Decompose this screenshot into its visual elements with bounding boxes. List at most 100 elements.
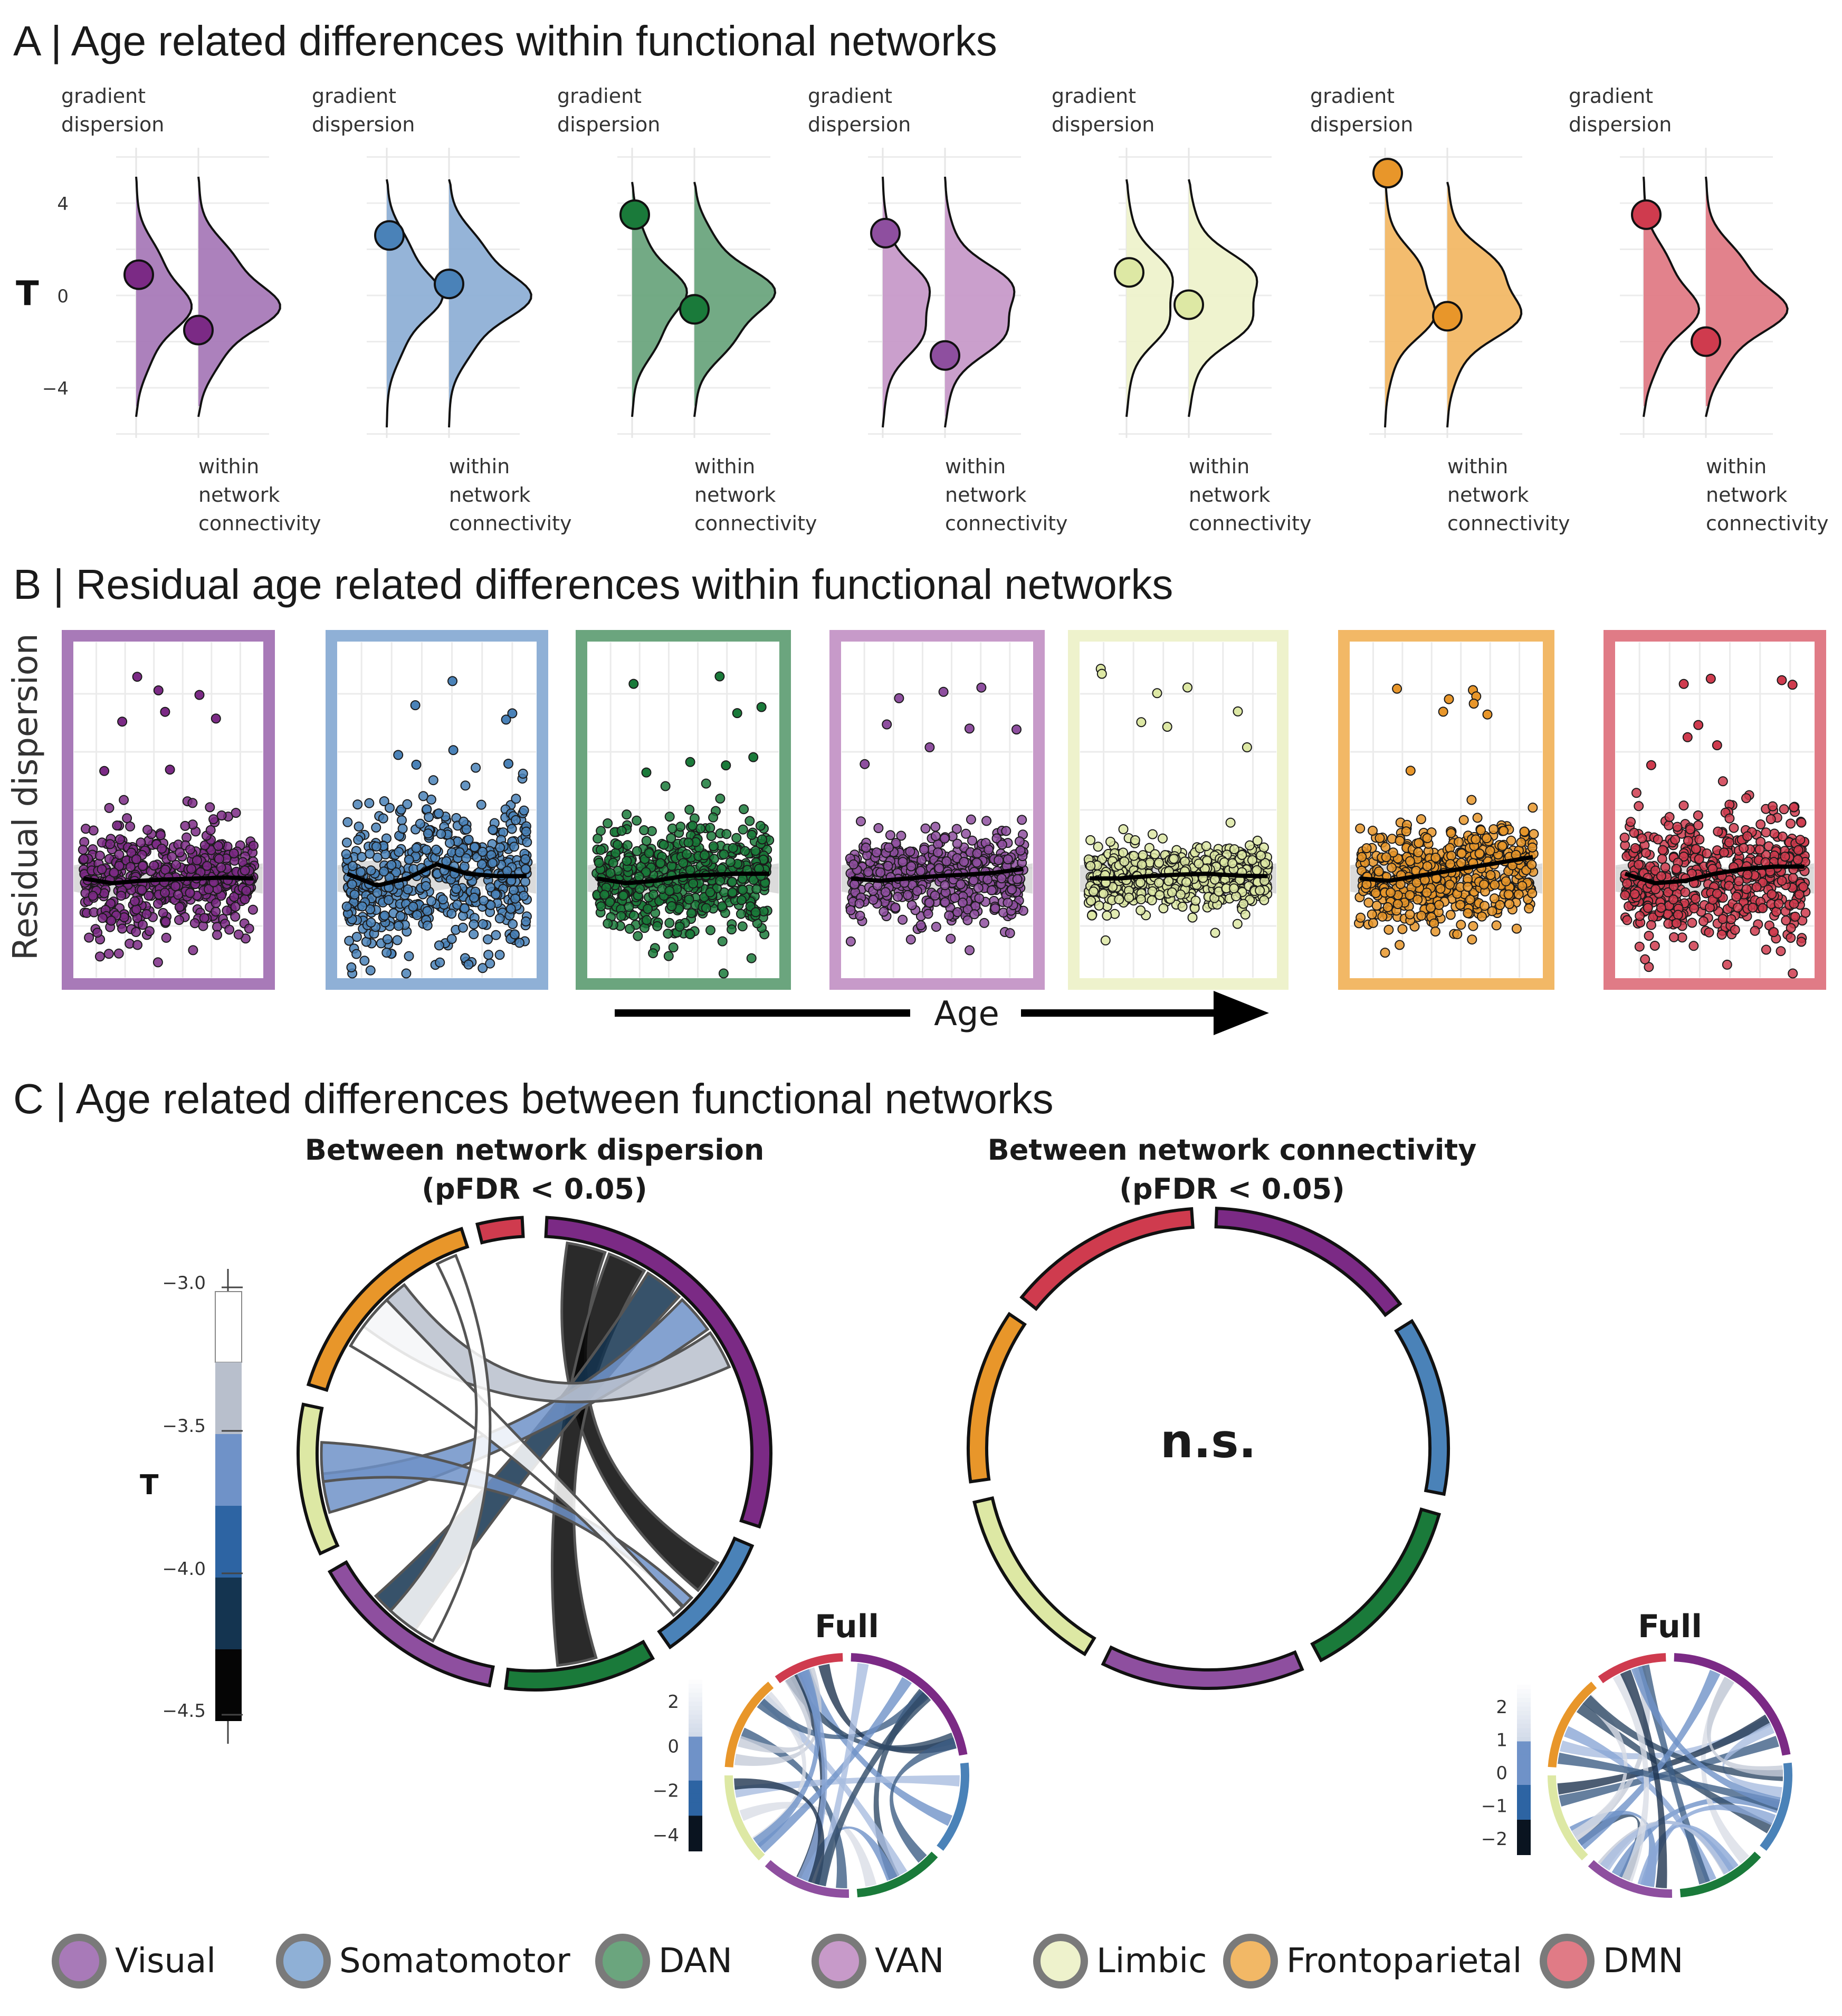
panel-b-point [1405, 890, 1415, 900]
panel-a-label-within: within [198, 455, 259, 478]
panel-b-point [1787, 680, 1798, 690]
panel-b-point [344, 935, 355, 946]
full-colorbar-swatch [1517, 1850, 1531, 1855]
panel-b-point [224, 924, 235, 935]
panel-b-point [1712, 888, 1722, 899]
panel-a-point-gradient-dispersion [1631, 199, 1662, 230]
full-colorbar-swatch [689, 1679, 702, 1685]
panel-b-point [194, 690, 205, 700]
panel-b-point [397, 824, 408, 834]
panel-b-point [739, 804, 749, 815]
panel-b-point [1147, 895, 1157, 905]
full-colorbar-swatch [1517, 1815, 1531, 1820]
panel-b-point [1167, 887, 1177, 897]
panel-b-point [688, 820, 698, 831]
panel-b-point [931, 922, 941, 932]
panel-b-point [1383, 924, 1394, 935]
full-colorbar-swatch [689, 1750, 702, 1755]
full-colorbar-swatch [689, 1714, 702, 1720]
colorbar-swatch-6 [215, 1649, 242, 1721]
panel-b-point [216, 862, 226, 873]
panel-b-point [1640, 954, 1650, 964]
panel-b-point [231, 808, 241, 818]
panel-b-point [1233, 706, 1243, 716]
panel-b-point [1755, 819, 1766, 829]
panel-b-point [518, 768, 528, 779]
panel-b-point [488, 825, 498, 835]
panel-b-point [1416, 814, 1426, 825]
panel-b-point [208, 814, 219, 825]
panel-b-point [216, 810, 227, 821]
panel-a-label-within: within [1447, 455, 1508, 478]
panel-b-point [1456, 857, 1466, 868]
panel-b-point [508, 919, 518, 929]
panel-b-point [664, 886, 675, 896]
panel-b-point [930, 821, 941, 832]
panel-b-point [1664, 820, 1674, 830]
panel-b-point [1724, 881, 1734, 891]
panel-b-point [1482, 833, 1492, 844]
panel-b-point [1098, 888, 1109, 899]
panel-b-point [1779, 804, 1789, 815]
panel-b-point [1434, 900, 1444, 910]
panel-b-point [1201, 841, 1211, 852]
panel-b-point [663, 951, 674, 961]
full-colorbar-swatch [689, 1793, 702, 1799]
panel-b-point [1717, 776, 1728, 787]
panel-b-point [174, 915, 184, 925]
full-colorbar-swatch [689, 1759, 702, 1764]
panel-b-point [1795, 835, 1806, 845]
panel-a-point-within-connectivity [434, 269, 464, 300]
full-colorbar-swatch [689, 1846, 702, 1851]
panel-b-point [351, 949, 361, 959]
panel-b-point [132, 940, 142, 950]
full-colorbar-tick: 2 [667, 1692, 679, 1713]
panel-b-point [520, 864, 531, 874]
panel-b-point [1694, 834, 1705, 845]
panel-a-label-connectivity: connectivity [694, 512, 817, 535]
panel-b-point [618, 891, 628, 901]
panel-b-point [103, 949, 114, 959]
full-colorbar-swatch [689, 1719, 702, 1724]
panel-b-point [613, 839, 623, 850]
panel-b-point [1377, 911, 1388, 922]
panel-b-point [94, 951, 105, 962]
full-colorbar-swatch [1517, 1820, 1531, 1825]
panel-a-point-gradient-dispersion [374, 220, 405, 251]
panel-b-point [683, 837, 694, 848]
panel-b-point [736, 909, 746, 919]
panel-b-point [1468, 921, 1478, 931]
panel-b-point [1375, 833, 1385, 843]
panel-a-violin-outline [386, 179, 444, 428]
panel-b-point [214, 854, 224, 864]
panel-b-point [211, 906, 221, 917]
panel-b-point [1689, 903, 1700, 914]
panel-b-point [898, 857, 908, 867]
panel-b-point [415, 818, 425, 829]
panel-b-point [114, 861, 125, 871]
panel-b-point [1693, 820, 1704, 830]
panel-b-point [1397, 924, 1408, 934]
full-colorbar-swatch [1517, 1715, 1531, 1721]
panel-b-point [684, 805, 695, 815]
panel-b-point [605, 868, 616, 878]
panel-b-point [1229, 883, 1239, 894]
panel-b-point [244, 923, 254, 934]
full-colorbar-tick: 0 [667, 1736, 679, 1757]
panel-b-point [912, 886, 922, 896]
panel-b-point [520, 876, 530, 887]
legend-label-dmn: DMN [1603, 1942, 1683, 1981]
panel-b-point [160, 706, 170, 717]
panel-a-label-gradient: gradient [557, 84, 642, 108]
panel-a-violin-gradient [883, 182, 930, 417]
panel-b-point [347, 861, 358, 871]
panel-b-point [976, 682, 987, 693]
panel-b-point [863, 867, 873, 877]
panel-b-point [1678, 679, 1689, 689]
panel-b-point [165, 765, 175, 775]
panel-b-point [230, 911, 241, 922]
panel-b-point [658, 839, 669, 850]
panel-b-point [1150, 849, 1160, 859]
panel-b-point [1619, 833, 1630, 843]
panel-a-violin-outline [1125, 179, 1174, 417]
